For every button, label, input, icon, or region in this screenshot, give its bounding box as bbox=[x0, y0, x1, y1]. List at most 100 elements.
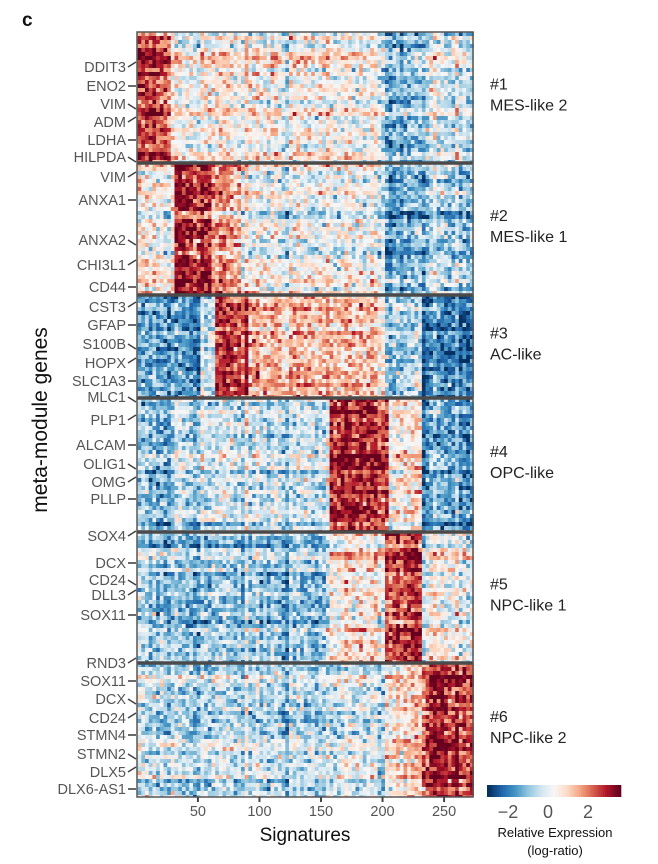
heatmap-cell bbox=[182, 207, 186, 211]
heatmap-cell bbox=[200, 219, 204, 223]
heatmap-cell bbox=[374, 124, 378, 128]
heatmap-cell bbox=[167, 88, 171, 92]
heatmap-cell bbox=[429, 247, 433, 251]
heatmap-cell bbox=[260, 48, 264, 52]
heatmap-cell bbox=[256, 60, 260, 64]
heatmap-cell bbox=[452, 100, 456, 104]
heatmap-cell bbox=[429, 128, 433, 132]
heatmap-cell bbox=[400, 40, 404, 44]
heatmap-cell bbox=[182, 104, 186, 108]
heatmap-cell bbox=[381, 199, 385, 203]
heatmap-cell bbox=[245, 88, 249, 92]
heatmap-cell bbox=[322, 175, 326, 179]
heatmap-cell bbox=[237, 175, 241, 179]
heatmap-cell bbox=[200, 215, 204, 219]
heatmap-cell bbox=[308, 64, 312, 68]
heatmap-cell bbox=[160, 48, 164, 52]
heatmap-cell bbox=[352, 120, 356, 124]
heatmap-cell bbox=[141, 64, 145, 68]
heatmap-cell bbox=[263, 120, 267, 124]
heatmap-cell bbox=[426, 84, 430, 88]
heatmap-cell bbox=[189, 175, 193, 179]
heatmap-cell bbox=[385, 247, 389, 251]
heatmap-cell bbox=[440, 52, 444, 56]
heatmap-cell bbox=[219, 231, 223, 235]
heatmap-cell bbox=[245, 68, 249, 72]
heatmap-cell bbox=[444, 175, 448, 179]
heatmap-cell bbox=[167, 128, 171, 132]
heatmap-cell bbox=[315, 183, 319, 187]
heatmap-cell bbox=[230, 100, 234, 104]
heatmap-cell bbox=[326, 60, 330, 64]
heatmap-cell bbox=[296, 92, 300, 96]
heatmap-cell bbox=[193, 239, 197, 243]
heatmap-cell bbox=[389, 191, 393, 195]
heatmap-cell bbox=[392, 120, 396, 124]
heatmap-cell bbox=[422, 92, 426, 96]
heatmap-cell bbox=[426, 124, 430, 128]
heatmap-cell bbox=[348, 187, 352, 191]
heatmap-cell bbox=[138, 175, 142, 179]
heatmap-cell bbox=[440, 92, 444, 96]
heatmap-cell bbox=[293, 88, 297, 92]
heatmap-cell bbox=[278, 167, 282, 171]
heatmap-cell bbox=[160, 88, 164, 92]
heatmap-cell bbox=[260, 108, 264, 112]
heatmap-cell bbox=[374, 215, 378, 219]
heatmap-cell bbox=[167, 243, 171, 247]
heatmap-cell bbox=[444, 80, 448, 84]
heatmap-cell bbox=[322, 88, 326, 92]
heatmap-cell bbox=[448, 96, 452, 100]
heatmap-cell bbox=[237, 239, 241, 243]
heatmap-cell bbox=[459, 52, 463, 56]
heatmap-cell bbox=[204, 76, 208, 80]
heatmap-cell bbox=[223, 227, 227, 231]
heatmap-cell bbox=[352, 167, 356, 171]
heatmap-cell bbox=[263, 72, 267, 76]
heatmap-cell bbox=[359, 152, 363, 156]
heatmap-cell bbox=[141, 80, 145, 84]
heatmap-cell bbox=[381, 239, 385, 243]
heatmap-cell bbox=[226, 92, 230, 96]
heatmap-cell bbox=[263, 108, 267, 112]
heatmap-cell bbox=[422, 156, 426, 160]
heatmap-cell bbox=[237, 191, 241, 195]
heatmap-cell bbox=[389, 227, 393, 231]
heatmap-cell bbox=[341, 219, 345, 223]
heatmap-cell bbox=[293, 231, 297, 235]
heatmap-cell bbox=[337, 100, 341, 104]
heatmap-cell bbox=[167, 175, 171, 179]
heatmap-cell bbox=[260, 144, 264, 148]
heatmap-cell bbox=[389, 128, 393, 132]
heatmap-cell bbox=[429, 88, 433, 92]
heatmap-cell bbox=[433, 203, 437, 207]
heatmap-cell bbox=[208, 60, 212, 64]
heatmap-cell bbox=[452, 80, 456, 84]
heatmap-cell bbox=[404, 243, 408, 247]
heatmap-cell bbox=[293, 144, 297, 148]
heatmap-cell bbox=[252, 60, 256, 64]
heatmap-cell bbox=[171, 104, 175, 108]
heatmap-cell bbox=[326, 140, 330, 144]
heatmap-cell bbox=[200, 124, 204, 128]
heatmap-cell bbox=[385, 183, 389, 187]
heatmap-cell bbox=[433, 76, 437, 80]
heatmap-cell bbox=[433, 84, 437, 88]
heatmap-cell bbox=[415, 247, 419, 251]
heatmap-cell bbox=[356, 231, 360, 235]
heatmap-cell bbox=[308, 60, 312, 64]
heatmap-cell bbox=[400, 100, 404, 104]
heatmap-cell bbox=[344, 84, 348, 88]
heatmap-cell bbox=[374, 44, 378, 48]
heatmap-cell bbox=[141, 227, 145, 231]
heatmap-cell bbox=[381, 219, 385, 223]
heatmap-cell bbox=[404, 156, 408, 160]
heatmap-cell bbox=[271, 44, 275, 48]
heatmap-cell bbox=[200, 76, 204, 80]
heatmap-cell bbox=[282, 207, 286, 211]
heatmap-cell bbox=[348, 227, 352, 231]
heatmap-cell bbox=[193, 223, 197, 227]
heatmap-cell bbox=[138, 179, 142, 183]
heatmap-cell bbox=[138, 247, 142, 251]
heatmap-cell bbox=[171, 92, 175, 96]
